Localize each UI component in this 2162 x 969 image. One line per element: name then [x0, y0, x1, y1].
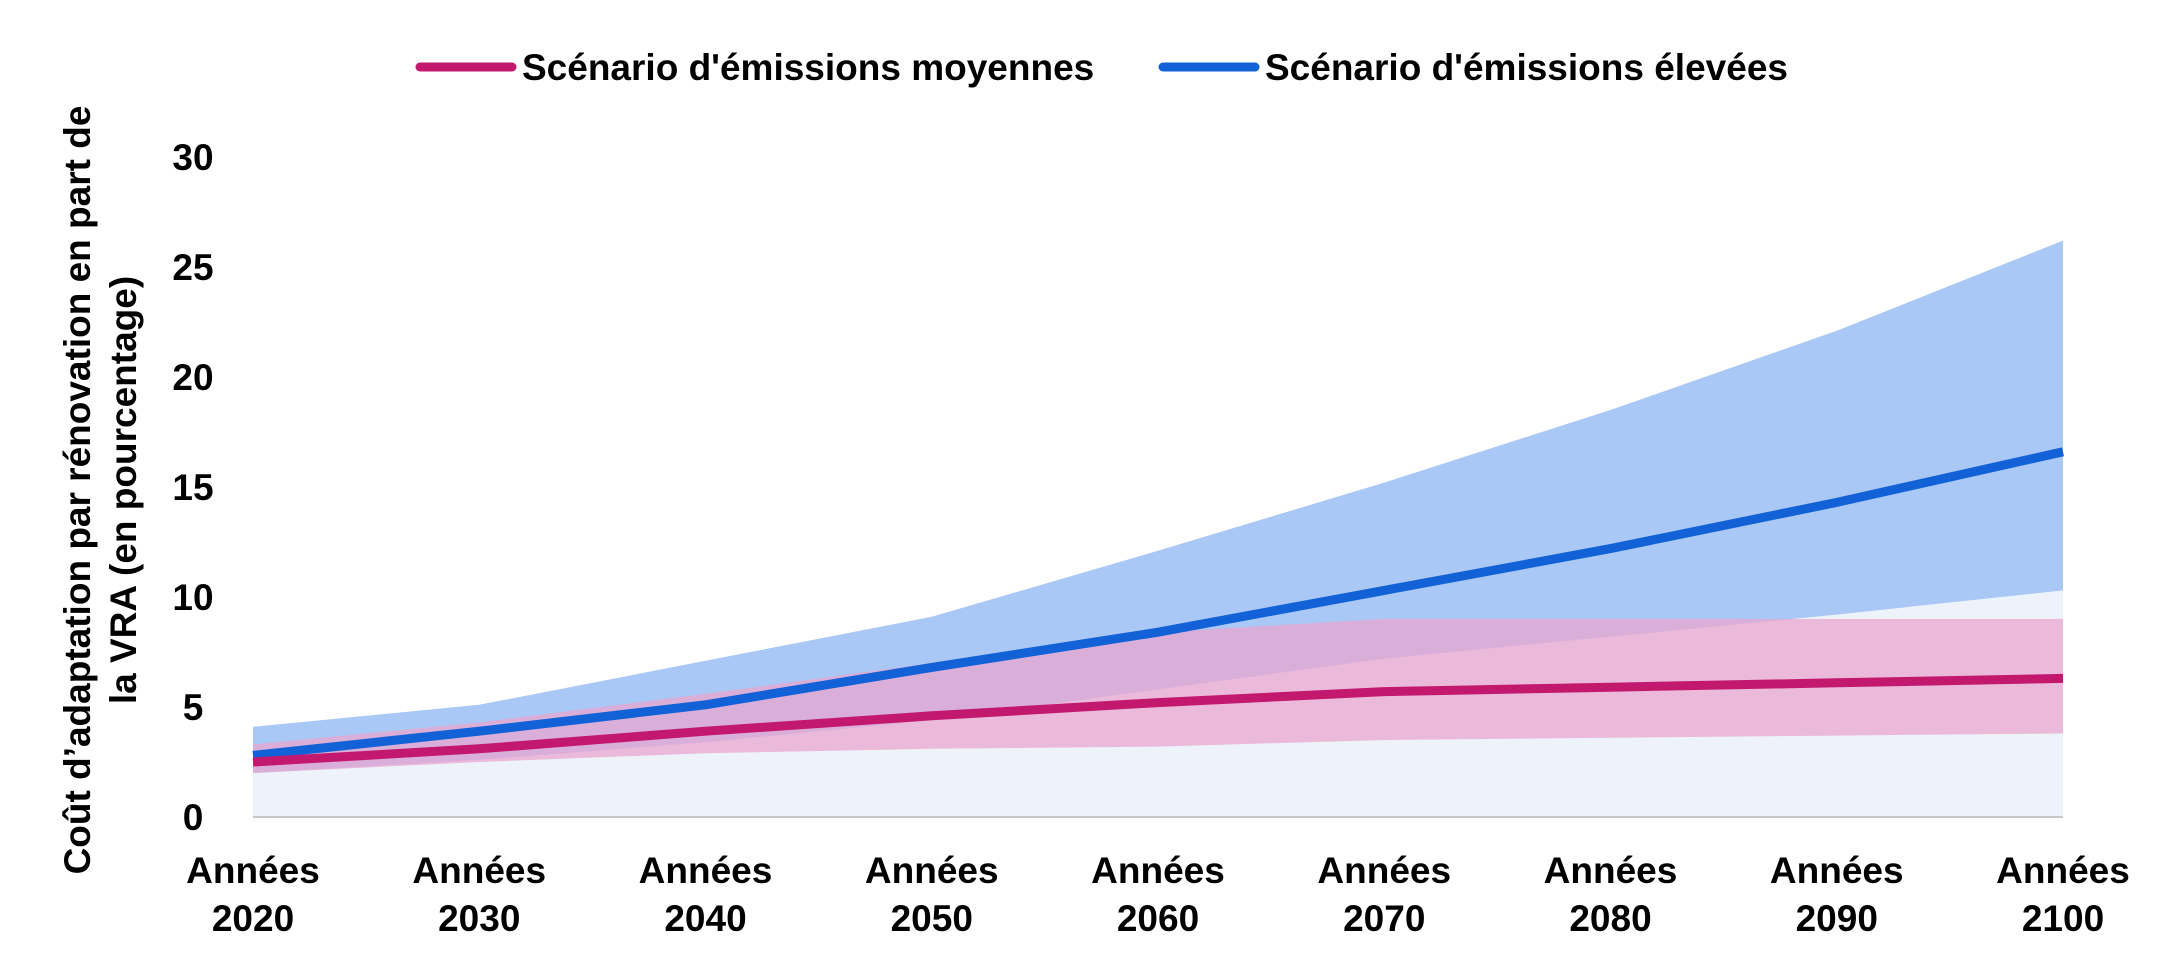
x-axis-ticks: Années 2020 Années 2030 Années 2040 Années 2050… — [186, 850, 2130, 939]
confidence-bands — [253, 240, 2063, 818]
legend-label: Scénario d'émissions élevées — [1265, 47, 1788, 88]
y-tick-label: 25 — [172, 247, 213, 288]
x-tick-label: Années 2070 — [1317, 850, 1451, 939]
y-tick-label: 5 — [183, 687, 204, 728]
legend-item-medium: Scénario d'émissions moyennes — [415, 47, 1094, 88]
y-axis-title: Coût d’adaptation par rénovation en part… — [57, 106, 144, 875]
y-tick-label: 30 — [172, 137, 213, 178]
x-tick-label: Années 2020 — [186, 850, 320, 939]
x-tick-label: Années 2050 — [865, 850, 999, 939]
x-tick-label: Années 2080 — [1544, 850, 1678, 939]
y-axis-title-text: Coût d’adaptation par rénovation en part… — [57, 106, 144, 875]
x-tick-label: Années 2030 — [412, 850, 546, 939]
high-emissions-line — [252, 447, 2064, 760]
x-tick-label: Années 2090 — [1770, 850, 1904, 939]
legend: Scénario d'émissions moyennes Scénario d'… — [415, 47, 1788, 88]
x-tick-label: Années 2100 — [1996, 850, 2130, 939]
legend-item-high: Scénario d'émissions élevées — [1158, 47, 1788, 88]
y-tick-label: 0 — [183, 797, 204, 838]
legend-label: Scénario d'émissions moyennes — [522, 47, 1094, 88]
x-tick-label: Années 2060 — [1091, 850, 1225, 939]
y-tick-label: 10 — [172, 577, 213, 618]
medium-emissions-line — [252, 673, 2064, 767]
y-tick-label: 15 — [172, 467, 213, 508]
y-tick-label: 20 — [172, 357, 213, 398]
series-lines — [252, 447, 2064, 767]
x-tick-label: Années 2040 — [639, 850, 773, 939]
y-axis-ticks: 0 5 10 15 20 25 30 — [172, 137, 213, 838]
